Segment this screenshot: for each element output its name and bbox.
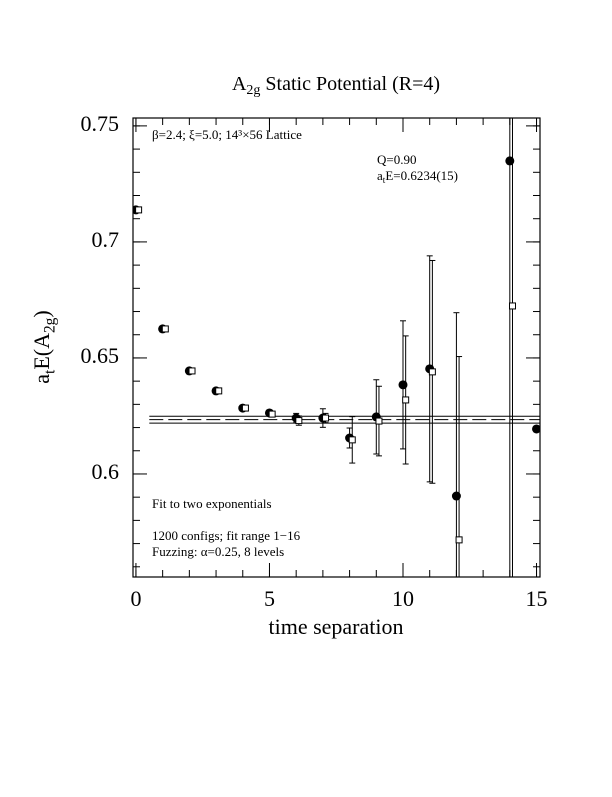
point bbox=[268, 410, 276, 418]
annotation: Fuzzing: α=0.25, 8 levels bbox=[152, 544, 284, 559]
x-tick-label: 5 bbox=[264, 586, 275, 611]
annotation: β=2.4; ξ=5.0; 14³×56 Lattice bbox=[152, 127, 302, 142]
point bbox=[455, 536, 463, 544]
text-part: ) bbox=[29, 310, 54, 317]
plot-area bbox=[133, 118, 540, 577]
text-part: Fuzzing: α=0.25, 8 levels bbox=[152, 544, 284, 559]
point bbox=[161, 325, 169, 333]
y-tick-label: 0.75 bbox=[81, 111, 120, 136]
x-tick-label: 10 bbox=[392, 586, 414, 611]
annotation: atE=0.6234(15) bbox=[377, 168, 458, 185]
text-part: time separation bbox=[268, 614, 403, 639]
x-tick-label: 15 bbox=[526, 586, 548, 611]
text-part: Fit to two exponentials bbox=[152, 496, 272, 511]
text-part: β=2.4; ξ=5.0; 14³×56 Lattice bbox=[152, 127, 302, 142]
point bbox=[135, 206, 143, 214]
annotation: Fit to two exponentials bbox=[152, 496, 272, 511]
point bbox=[241, 404, 249, 412]
x-tick-label: 0 bbox=[130, 586, 141, 611]
point bbox=[215, 387, 223, 395]
text-part: E(A bbox=[29, 333, 54, 370]
point bbox=[188, 367, 196, 375]
point bbox=[375, 417, 383, 425]
text-part: 2g bbox=[246, 83, 260, 98]
text-part: Q=0.90 bbox=[377, 152, 416, 167]
point bbox=[532, 424, 540, 434]
point bbox=[322, 414, 330, 422]
text-part: t bbox=[41, 369, 58, 374]
annotation: 1200 configs; fit range 1−16 bbox=[152, 528, 301, 543]
y-tick-label: 0.65 bbox=[81, 343, 120, 368]
text-part: 1200 configs; fit range 1−16 bbox=[152, 528, 301, 543]
text-part: a bbox=[377, 168, 383, 183]
y-tick-label: 0.7 bbox=[92, 227, 120, 252]
text-part: Static Potential (R=4) bbox=[260, 73, 440, 95]
plot-frame bbox=[132, 117, 541, 578]
point bbox=[402, 396, 410, 404]
y-axis-label: atE(A2g) bbox=[29, 310, 58, 383]
point bbox=[508, 302, 516, 310]
point bbox=[348, 436, 356, 444]
point bbox=[295, 417, 303, 425]
chart-title: A2g Static Potential (R=4) bbox=[232, 73, 440, 99]
point bbox=[428, 368, 436, 376]
y-tick-label: 0.6 bbox=[92, 459, 120, 484]
x-axis-label: time separation bbox=[268, 614, 403, 639]
text-part: 2g bbox=[41, 317, 58, 333]
text-part: E=0.6234(15) bbox=[385, 168, 458, 183]
text-part: a bbox=[29, 374, 54, 384]
annotation: Q=0.90 bbox=[377, 152, 416, 167]
text-part: A bbox=[232, 73, 247, 95]
text-part: t bbox=[383, 175, 386, 185]
